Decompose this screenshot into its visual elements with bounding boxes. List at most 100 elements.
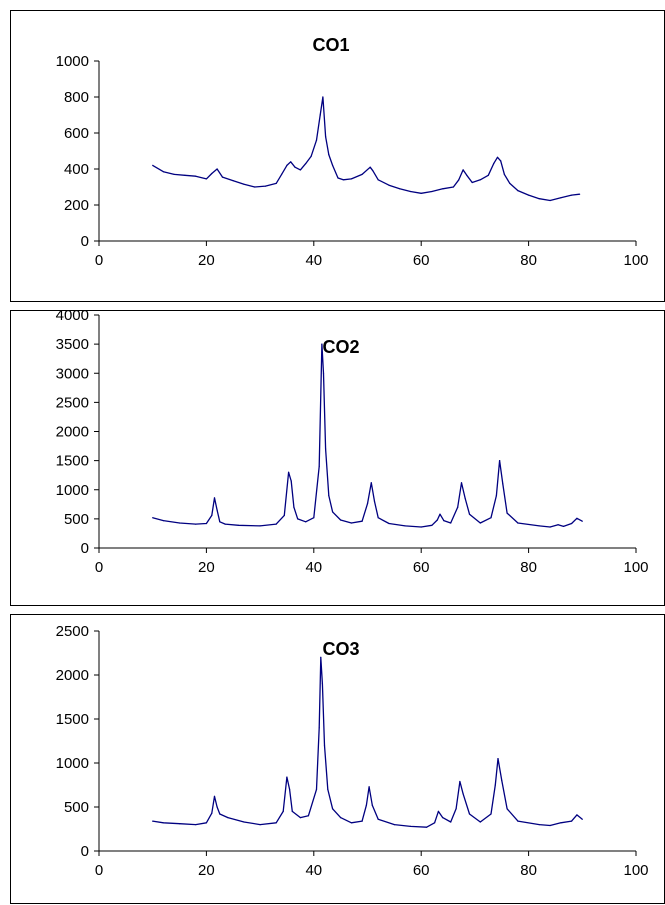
data-point [557,524,559,526]
data-point [443,520,445,522]
data-point [502,483,504,485]
data-point [243,183,245,185]
data-point [409,190,412,193]
data-point [195,824,197,826]
data-point [318,465,320,467]
data-point [450,522,452,524]
data-point [571,522,573,525]
y-tick-label: 0 [81,233,89,250]
data-point [290,480,292,482]
y-tick-label: 500 [64,511,89,528]
data-point [431,524,433,526]
x-tick-label: 20 [198,559,215,576]
data-point [377,818,379,820]
data-point [313,517,315,519]
data-point [517,190,519,192]
data-point [439,513,441,515]
data-point [286,164,288,166]
data-point [221,176,224,178]
data-point [468,813,471,815]
data-point [361,520,363,522]
y-tick-label: 0 [81,843,89,860]
data-point [162,171,164,173]
y-tick-label: 2500 [56,623,89,640]
data-point [399,188,401,190]
data-point [318,727,320,729]
data-point [377,179,379,181]
data-point [173,173,175,175]
data-point [426,826,428,828]
x-tick-label: 40 [305,252,322,269]
data-point [281,173,283,175]
x-tick-label: 60 [413,862,430,879]
data-point [581,520,583,522]
data-point [370,482,372,484]
data-point [576,814,578,816]
data-point [340,519,342,521]
data-point [503,173,505,175]
data-point [393,824,395,826]
data-point [455,808,457,810]
data-point [579,193,581,195]
data-point [211,514,213,516]
data-point [436,519,438,521]
data-point [365,804,367,806]
data-point [319,114,321,116]
data-point [490,813,492,815]
data-point [321,683,323,685]
data-point [290,161,292,163]
data-point [162,520,164,522]
data-point [462,169,464,171]
data-point [323,744,326,746]
y-tick-label: 1000 [56,53,89,70]
data-point [479,179,481,181]
data-point [282,810,284,812]
data-point [243,821,245,823]
data-point [434,822,436,824]
data-point [372,170,374,172]
data-point [320,656,322,658]
data-point [500,160,502,162]
data-point [499,460,501,462]
data-point [328,495,330,497]
chart-svg: 0 500 1000 1500 2000 2500 0 20 40 60 80 100 CO3 [56,623,649,879]
data-point [179,823,181,825]
data-point [549,526,551,528]
data-point [388,522,390,525]
y-tick-label: 4000 [56,311,89,324]
data-point [283,514,285,516]
data-point [366,503,369,505]
data-point [409,825,412,827]
chart-svg: 0 200 400 600 800 1000 0 20 40 60 80 100 CO1 [56,35,649,269]
data-point [184,174,186,176]
data-point [517,820,519,822]
data-point [322,96,324,98]
y-tick-label: 600 [64,125,89,142]
data-point [259,525,261,527]
x-tick-label: 20 [198,252,215,269]
data-point [459,780,461,783]
data-point [315,139,318,141]
data-point [431,190,433,193]
data-point [479,522,481,524]
data-point [471,181,473,184]
data-point [297,518,299,520]
data-point [368,786,370,788]
data-point [332,511,334,513]
data-point [286,776,288,778]
data-point [227,817,229,819]
data-point [538,525,540,527]
data-point [152,820,154,822]
data-point [506,512,508,514]
data-point [162,822,164,824]
data-point [305,521,307,523]
data-point [327,788,329,790]
x-tick-label: 0 [95,252,103,269]
y-tick-label: 800 [64,89,89,106]
data-point [264,185,267,187]
data-point [275,182,277,184]
data-point [576,517,578,519]
data-point [232,180,234,182]
data-point [493,163,495,165]
y-tick-label: 200 [64,197,89,214]
